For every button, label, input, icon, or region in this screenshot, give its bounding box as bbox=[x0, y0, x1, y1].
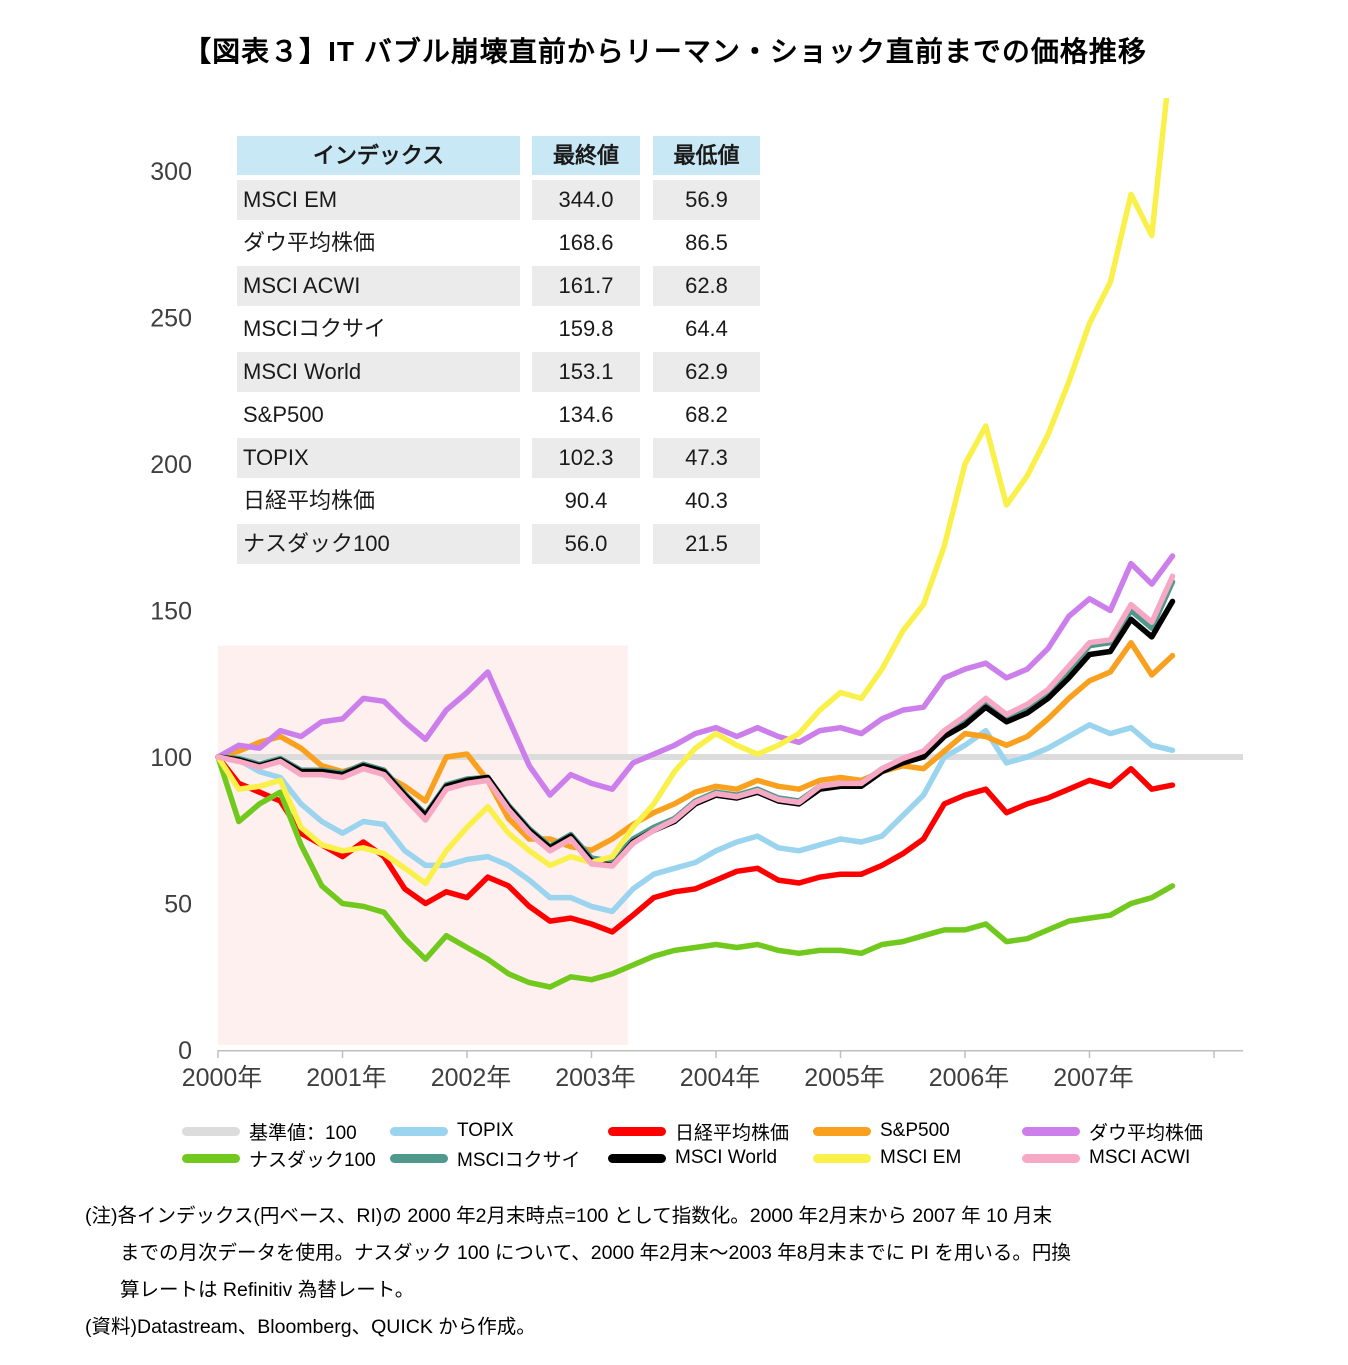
legend-label: 基準値：100 bbox=[249, 1122, 357, 1144]
table-cell-index: MSCI World bbox=[237, 352, 520, 392]
series-line-nasdaq100 bbox=[215, 754, 1176, 990]
table-row: TOPIX 102.3 47.3 bbox=[237, 438, 760, 478]
summary-table: インデックス 最終値 最低値 MSCI EM 344.0 56.9 ダウ平均株価 168.6 8… bbox=[237, 136, 760, 564]
table-cell-index: MSCIコクサイ bbox=[237, 309, 520, 349]
table-cell-index: MSCI ACWI bbox=[237, 266, 520, 306]
table-row: MSCI World 153.1 62.9 bbox=[237, 352, 760, 392]
legend-item: MSCI EM bbox=[813, 1147, 961, 1169]
table-row: ナスダック100 56.0 21.5 bbox=[237, 524, 760, 564]
legend-item: MSCIコクサイ bbox=[390, 1147, 581, 1171]
table-cell-final: 153.1 bbox=[532, 352, 640, 392]
table-cell-final: 56.0 bbox=[532, 524, 640, 564]
table-cell-index: ナスダック100 bbox=[237, 524, 520, 564]
table-header-cell: 最低値 bbox=[653, 136, 760, 175]
legend-label: TOPIX bbox=[457, 1120, 514, 1141]
footnotes: (注)各インデックス(円ベース、RI)の 2000 年2月末時点=100 として… bbox=[85, 1198, 1285, 1346]
y-axis-tick-label: 200 bbox=[150, 451, 192, 479]
x-axis-tick-label: 2007年 bbox=[1053, 1064, 1134, 1092]
table-cell-final: 344.0 bbox=[532, 180, 640, 220]
table-cell-low: 40.3 bbox=[653, 481, 760, 521]
legend-item: 日経平均株価 bbox=[608, 1120, 790, 1144]
legend-item: ダウ平均株価 bbox=[1022, 1120, 1204, 1144]
legend-item: MSCI World bbox=[608, 1147, 777, 1169]
legend-item: TOPIX bbox=[390, 1120, 514, 1142]
series-line-acwi bbox=[215, 573, 1176, 869]
table-cell-low: 62.8 bbox=[653, 266, 760, 306]
legend-swatch bbox=[608, 1126, 666, 1136]
table-header-cell: インデックス bbox=[237, 136, 520, 175]
x-axis-tick-label: 2002年 bbox=[431, 1064, 512, 1092]
source-note: (資料)Datastream、Bloomberg、QUICK から作成。 bbox=[85, 1316, 536, 1338]
legend-swatch bbox=[608, 1153, 666, 1163]
table-cell-final: 134.6 bbox=[532, 395, 640, 435]
table-cell-low: 47.3 bbox=[653, 438, 760, 478]
x-axis-tick-label: 2000年 bbox=[182, 1064, 263, 1092]
table-cell-low: 62.9 bbox=[653, 352, 760, 392]
table-cell-index: MSCI EM bbox=[237, 180, 520, 220]
method-note: (注)各インデックス(円ベース、RI)の 2000 年2月末時点=100 として… bbox=[85, 1205, 1053, 1227]
legend-swatch bbox=[182, 1153, 240, 1163]
table-cell-final: 102.3 bbox=[532, 438, 640, 478]
table-cell-low: 68.2 bbox=[653, 395, 760, 435]
table-cell-final: 161.7 bbox=[532, 266, 640, 306]
table-row: ダウ平均株価 168.6 86.5 bbox=[237, 223, 760, 263]
x-axis-tick-label: 2006年 bbox=[929, 1064, 1010, 1092]
legend-swatch bbox=[390, 1153, 448, 1163]
series-line-dow bbox=[215, 553, 1176, 798]
y-axis-tick-label: 100 bbox=[150, 744, 192, 772]
y-axis-tick-label: 250 bbox=[150, 305, 192, 333]
table-row: 日経平均株価 90.4 40.3 bbox=[237, 481, 760, 521]
table-cell-index: ダウ平均株価 bbox=[237, 223, 520, 263]
table-cell-index: TOPIX bbox=[237, 438, 520, 478]
table-cell-index: S&P500 bbox=[237, 395, 520, 435]
legend-label: MSCIコクサイ bbox=[457, 1149, 581, 1171]
legend-swatch bbox=[813, 1126, 871, 1136]
table-cell-low: 86.5 bbox=[653, 223, 760, 263]
legend-label: ダウ平均株価 bbox=[1089, 1122, 1204, 1144]
table-cell-low: 64.4 bbox=[653, 309, 760, 349]
method-note: 算レートは Refinitiv 為替レート。 bbox=[120, 1279, 415, 1301]
table-cell-low: 21.5 bbox=[653, 524, 760, 564]
legend-swatch bbox=[390, 1126, 448, 1136]
legend-label: S&P500 bbox=[880, 1120, 950, 1141]
legend-swatch bbox=[813, 1153, 871, 1163]
y-axis-tick-label: 300 bbox=[150, 158, 192, 186]
legend-swatch bbox=[1022, 1153, 1080, 1163]
legend-item: MSCI ACWI bbox=[1022, 1147, 1190, 1169]
table-row: MSCIコクサイ 159.8 64.4 bbox=[237, 309, 760, 349]
table-row: MSCI ACWI 161.7 62.8 bbox=[237, 266, 760, 306]
x-axis-tick-label: 2004年 bbox=[680, 1064, 761, 1092]
y-axis-tick-label: 150 bbox=[150, 598, 192, 626]
method-note: までの月次データを使用。ナスダック 100 について、2000 年2月末～200… bbox=[120, 1242, 1071, 1264]
legend-label: 日経平均株価 bbox=[675, 1122, 790, 1144]
table-cell-final: 168.6 bbox=[532, 223, 640, 263]
series-line-em bbox=[215, 98, 1170, 887]
legend-item: S&P500 bbox=[813, 1120, 950, 1142]
table-row: S&P500 134.6 68.2 bbox=[237, 395, 760, 435]
legend-item: 基準値：100 bbox=[182, 1120, 357, 1144]
table-row: MSCI EM 344.0 56.9 bbox=[237, 180, 760, 220]
legend-item: ナスダック100 bbox=[182, 1147, 376, 1171]
legend-label: MSCI ACWI bbox=[1089, 1147, 1191, 1168]
series-line-topix bbox=[215, 722, 1176, 915]
x-axis-tick-label: 2005年 bbox=[804, 1064, 885, 1092]
legend-label: MSCI World bbox=[675, 1147, 778, 1168]
table-header-row: インデックス 最終値 最低値 bbox=[237, 136, 760, 175]
table-cell-index: 日経平均株価 bbox=[237, 481, 520, 521]
y-axis-tick-label: 50 bbox=[164, 891, 192, 919]
y-axis-tick-label: 0 bbox=[178, 1037, 192, 1065]
x-axis-tick-label: 2003年 bbox=[555, 1064, 636, 1092]
legend-label: MSCI EM bbox=[880, 1147, 962, 1168]
table-header-cell: 最終値 bbox=[532, 136, 640, 175]
table-cell-final: 159.8 bbox=[532, 309, 640, 349]
x-axis-tick-label: 2001年 bbox=[306, 1064, 387, 1092]
legend-label: ナスダック100 bbox=[249, 1149, 376, 1171]
table-cell-low: 56.9 bbox=[653, 180, 760, 220]
table-cell-final: 90.4 bbox=[532, 481, 640, 521]
legend-swatch bbox=[182, 1126, 240, 1136]
page-title: 【図表３】IT バブル崩壊直前からリーマン・ショック直前までの価格推移 bbox=[183, 36, 1147, 67]
legend-swatch bbox=[1022, 1126, 1080, 1136]
